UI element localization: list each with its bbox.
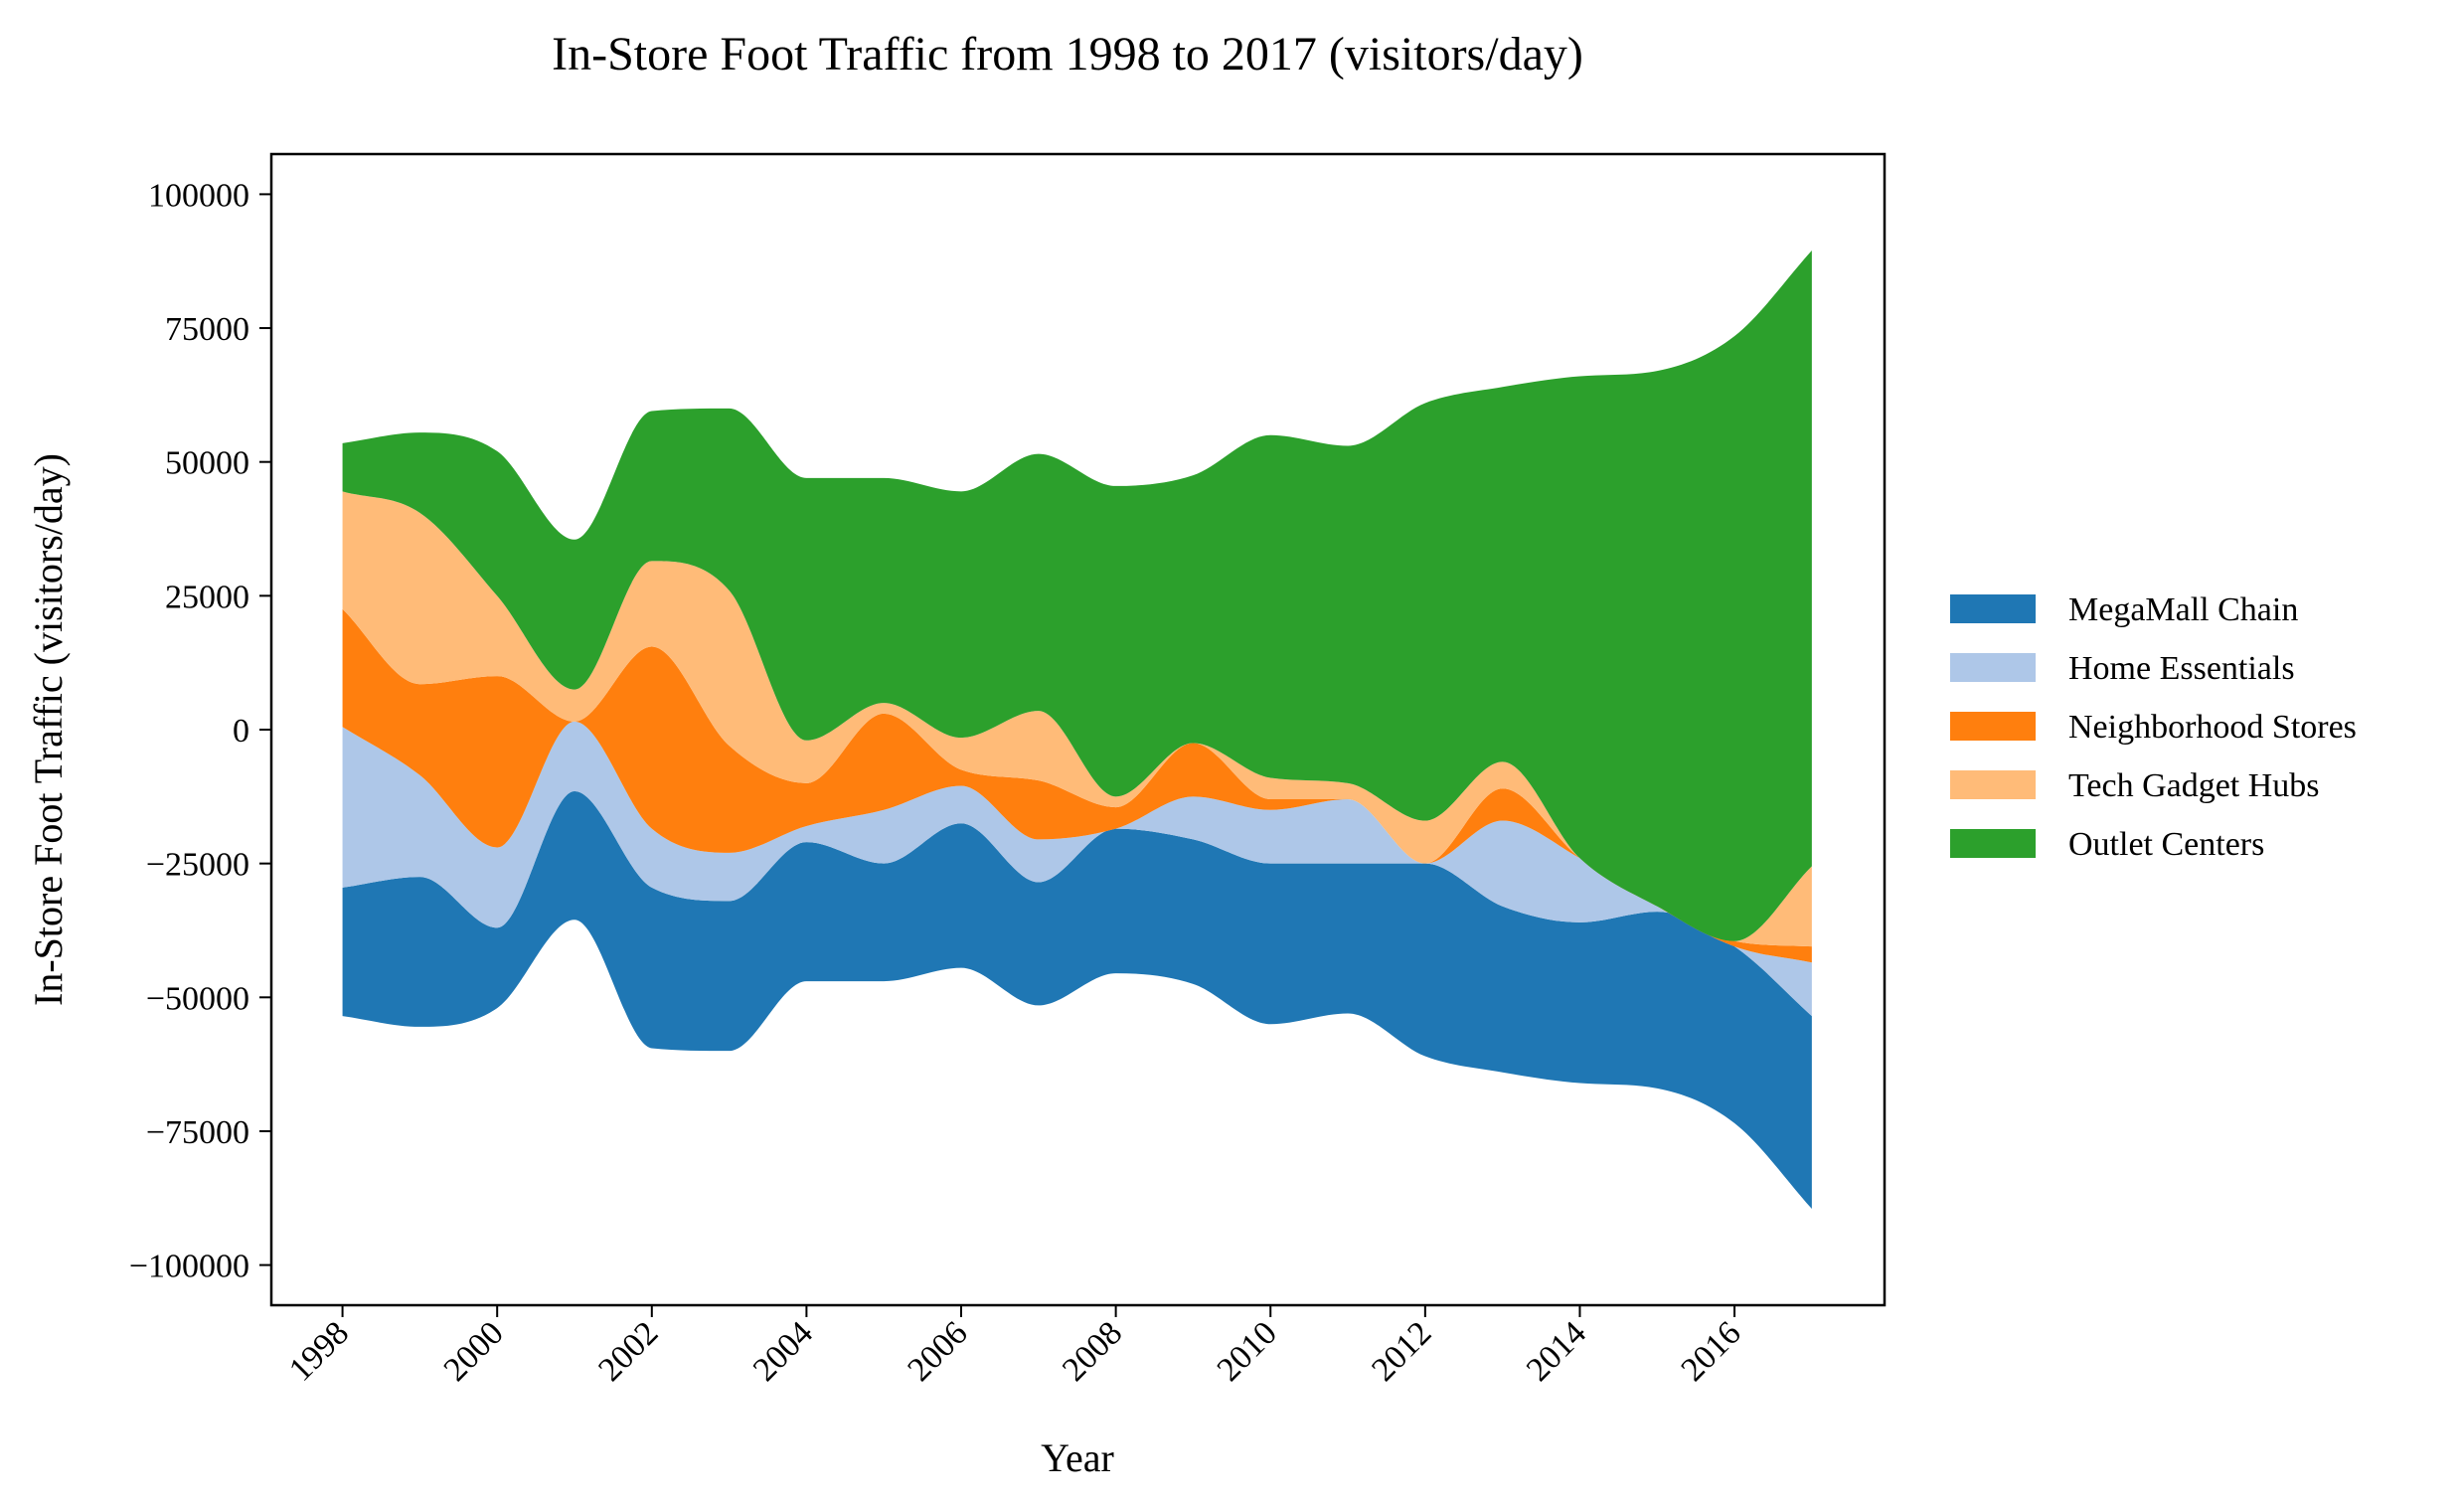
y-tick-label: 75000 (165, 311, 249, 348)
legend-swatch-megamall-chain (1950, 594, 2036, 623)
x-tick-label: 2006 (901, 1314, 974, 1388)
area-megamall-chain (342, 790, 1812, 1210)
legend-swatch-neighborhood-stores (1950, 712, 2036, 741)
legend-label-outlet-centers: Outlet Centers (2068, 826, 2264, 863)
y-axis-label: In-Store Foot Traffic (visitors/day) (26, 453, 71, 1006)
stream-areas (342, 250, 1812, 1210)
area-tech-gadget-hubs (342, 491, 1812, 947)
x-tick-label: 2010 (1211, 1314, 1284, 1388)
y-tick-label: −25000 (146, 847, 249, 884)
y-tick-label: 50000 (165, 445, 249, 482)
legend-label-home-essentials: Home Essentials (2068, 650, 2295, 687)
y-tick-label: −100000 (129, 1249, 249, 1285)
area-neighborhood-stores (342, 608, 1812, 963)
legend: MegaMall Chain Home Essentials Neighborhoo… (1950, 591, 2357, 863)
y-tick-label: 25000 (165, 579, 249, 615)
x-tick-label: 2008 (1056, 1314, 1129, 1388)
y-axis: 100000 75000 50000 25000 0 −25000 −50000 −75000… (129, 177, 271, 1285)
x-axis: 1998 2000 2002 2004 2006 2008 2010 2012 2014 2016 (282, 1305, 1748, 1389)
legend-swatch-tech-gadget-hubs (1950, 770, 2036, 799)
y-tick-label: 0 (233, 713, 249, 750)
y-tick-label: −75000 (146, 1114, 249, 1151)
area-home-essentials (342, 721, 1812, 1017)
legend-swatch-outlet-centers (1950, 829, 2036, 858)
legend-swatch-home-essentials (1950, 653, 2036, 682)
x-tick-label: 1998 (282, 1314, 356, 1388)
x-tick-label: 2002 (591, 1314, 665, 1388)
y-tick-label: 100000 (148, 177, 249, 214)
chart-title: In-Store Foot Traffic from 1998 to 2017 … (552, 28, 1583, 81)
x-tick-label: 2004 (746, 1314, 820, 1388)
legend-label-tech-gadget-hubs: Tech Gadget Hubs (2068, 767, 2320, 804)
legend-label-neighborhood-stores: Neighborhood Stores (2068, 709, 2357, 746)
x-axis-label: Year (1041, 1435, 1114, 1480)
x-tick-label: 2012 (1365, 1314, 1438, 1388)
x-tick-label: 2014 (1520, 1314, 1593, 1388)
area-outlet-centers (342, 250, 1812, 941)
y-tick-label: −50000 (146, 980, 249, 1017)
legend-label-megamall-chain: MegaMall Chain (2068, 591, 2298, 628)
x-tick-label: 2016 (1674, 1314, 1747, 1388)
x-tick-label: 2000 (437, 1314, 511, 1388)
